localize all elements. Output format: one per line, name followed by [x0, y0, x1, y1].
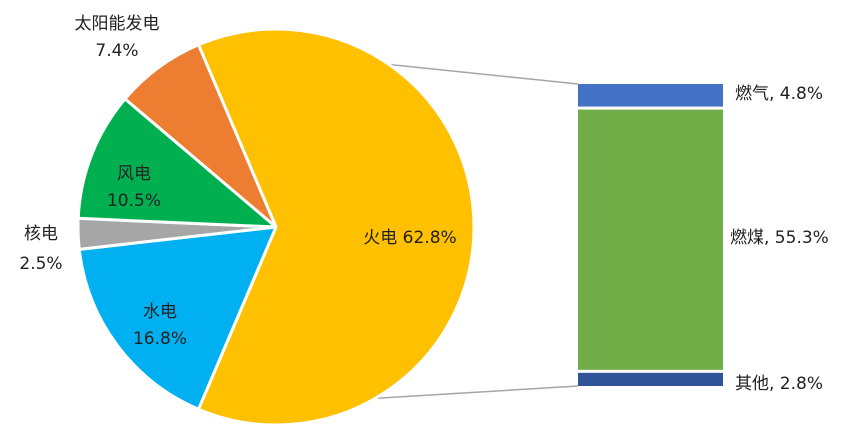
pie-slice-solar	[123, 43, 278, 229]
slice-label-hydro-name: 水电	[143, 302, 177, 322]
slice-label-hydro-value: 16.8%	[133, 329, 187, 349]
slice-label-wind-value: 10.5%	[107, 191, 161, 211]
pie-chart	[76, 27, 476, 427]
bar-segment-coal	[578, 109, 723, 370]
bar-segment-gas	[578, 84, 723, 107]
slice-label-nuclear-value: 2.5%	[19, 254, 62, 274]
slice-label-solar-name: 太阳能发电	[75, 14, 160, 34]
bar-label-coal: 燃煤, 55.3%	[730, 228, 829, 248]
pie-slice-wind	[76, 97, 278, 229]
slice-label-thermal: 火电 62.8%	[363, 228, 456, 248]
pie-slice-hydro	[77, 225, 278, 411]
pie-slice-thermal	[197, 27, 476, 427]
breakdown-bar	[578, 84, 723, 386]
bar-segment-other	[578, 372, 723, 386]
slice-label-wind-name: 风电	[117, 164, 151, 184]
slice-label-nuclear-name: 核电	[24, 224, 58, 244]
slice-label-solar-value: 7.4%	[95, 41, 138, 61]
bar-label-other: 其他, 2.8%	[735, 374, 823, 394]
bar-label-gas: 燃气, 4.8%	[735, 84, 823, 104]
